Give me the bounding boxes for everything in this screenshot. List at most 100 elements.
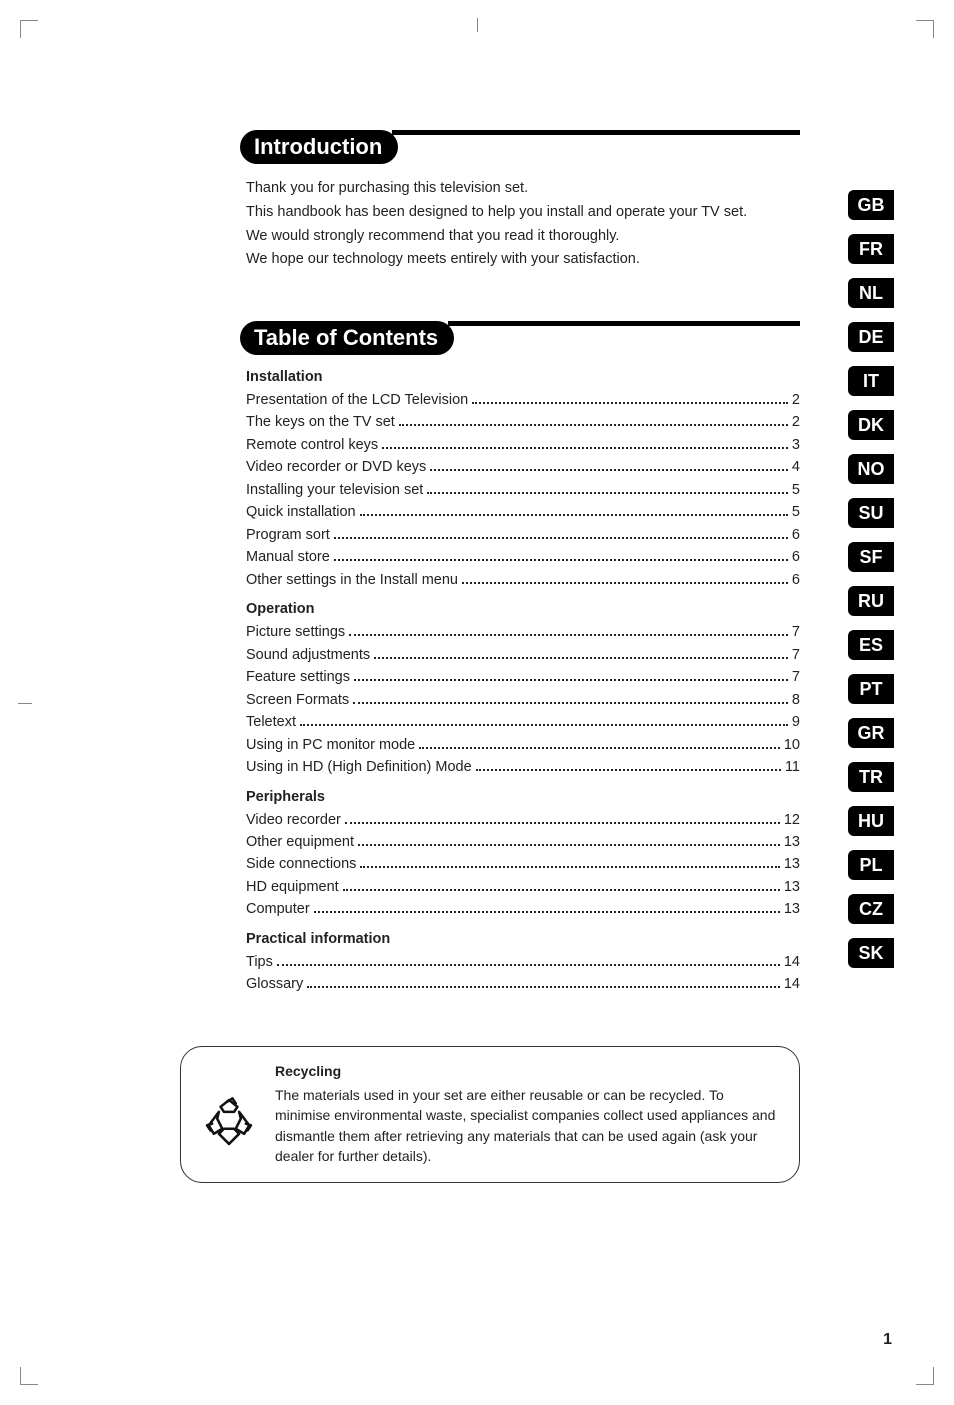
toc-page: 14 [784,951,800,973]
toc-page: 4 [792,456,800,478]
toc-row: Video recorder or DVD keys 4 [246,456,800,478]
toc-page: 3 [792,434,800,456]
language-tab-tr: TR [848,762,894,792]
toc-row: Screen Formats 8 [246,689,800,711]
toc-leader-dots [399,413,788,427]
toc-row: Other equipment 13 [246,831,800,853]
heading-rule [392,130,800,135]
toc-label: Sound adjustments [246,644,370,666]
toc-leader-dots [314,900,780,914]
toc-row: Manual store 6 [246,546,800,568]
toc-row: Video recorder 12 [246,809,800,831]
language-tab-column: GBFRNLDEITDKNOSUSFRUESPTGRTRHUPLCZSK [848,190,894,968]
language-tab-de: DE [848,322,894,352]
heading-rule [448,321,800,326]
toc-leader-dots [349,623,788,637]
toc-leader-dots [360,503,788,517]
crop-mark [20,20,38,38]
toc-section-title: Operation [246,601,800,617]
toc-label: Picture settings [246,621,345,643]
toc-leader-dots [334,548,788,562]
language-tab-ru: RU [848,586,894,616]
recycling-text: Recycling The materials used in your set… [275,1061,781,1166]
toc-page: 13 [784,876,800,898]
toc-label: Quick installation [246,501,356,523]
toc-label: Installing your television set [246,479,423,501]
toc-row: The keys on the TV set 2 [246,411,800,433]
language-tab-it: IT [848,366,894,396]
crop-mark [20,1367,38,1385]
toc-row: Picture settings 7 [246,621,800,643]
toc-page: 12 [784,809,800,831]
toc-label: Teletext [246,711,296,733]
toc-label: Presentation of the LCD Television [246,389,468,411]
toc-leader-dots [277,952,780,966]
intro-line: We hope our technology meets entirely wi… [246,249,800,271]
toc-label: Feature settings [246,666,350,688]
language-tab-gb: GB [848,190,894,220]
toc-page: 11 [785,756,800,778]
toc-row: Quick installation 5 [246,501,800,523]
intro-line: Thank you for purchasing this television… [246,178,800,200]
toc-row: Presentation of the LCD Television 2 [246,389,800,411]
toc-row: Program sort 6 [246,524,800,546]
intro-line: We would strongly recommend that you rea… [246,226,800,248]
toc-leader-dots [353,690,788,704]
toc-row: Feature settings 7 [246,666,800,688]
main-content: Introduction Thank you for purchasing th… [240,130,800,1183]
intro-line: This handbook has been designed to help … [246,202,800,224]
toc-label: Video recorder [246,809,341,831]
toc-section-title: Peripherals [246,789,800,805]
toc-leader-dots [374,645,788,659]
toc-label: Glossary [246,973,303,995]
crop-mark [18,703,32,704]
toc-page: 8 [792,689,800,711]
page-number: 1 [883,1331,892,1349]
recycling-title: Recycling [275,1061,781,1081]
toc-row: Using in PC monitor mode 10 [246,734,800,756]
toc-page: 7 [792,621,800,643]
toc-row: Teletext 9 [246,711,800,733]
language-tab-no: NO [848,454,894,484]
toc-page: 5 [792,501,800,523]
toc-page: 5 [792,479,800,501]
toc-leader-dots [360,855,779,869]
toc-leader-dots [382,435,788,449]
toc-page: 10 [784,734,800,756]
toc-leader-dots [462,570,788,584]
toc-label: Tips [246,951,273,973]
toc-page: 9 [792,711,800,733]
toc-row: HD equipment 13 [246,876,800,898]
toc-page: 14 [784,973,800,995]
language-tab-dk: DK [848,410,894,440]
language-tab-pt: PT [848,674,894,704]
toc-label: Other equipment [246,831,354,853]
toc-label: Computer [246,898,310,920]
toc-section-title: Installation [246,369,800,385]
toc-row: Computer 13 [246,898,800,920]
language-tab-gr: GR [848,718,894,748]
crop-mark [477,18,478,32]
intro-text: Thank you for purchasing this television… [246,178,800,271]
toc-row: Tips 14 [246,951,800,973]
toc-row: Glossary 14 [246,973,800,995]
toc-heading-bar: Table of Contents [240,321,800,355]
crop-mark [916,1367,934,1385]
intro-heading: Introduction [240,130,398,164]
toc-page: 6 [792,569,800,591]
intro-heading-bar: Introduction [240,130,800,164]
toc-label: Screen Formats [246,689,349,711]
language-tab-hu: HU [848,806,894,836]
language-tab-sk: SK [848,938,894,968]
toc-leader-dots [430,458,788,472]
toc-page: 13 [784,898,800,920]
toc-page: 2 [792,389,800,411]
recycling-callout: Recycling The materials used in your set… [180,1046,800,1183]
language-tab-su: SU [848,498,894,528]
toc-leader-dots [345,810,780,824]
toc-section-title: Practical information [246,931,800,947]
language-tab-es: ES [848,630,894,660]
toc-row: Sound adjustments 7 [246,644,800,666]
language-tab-nl: NL [848,278,894,308]
toc-page: 6 [792,524,800,546]
